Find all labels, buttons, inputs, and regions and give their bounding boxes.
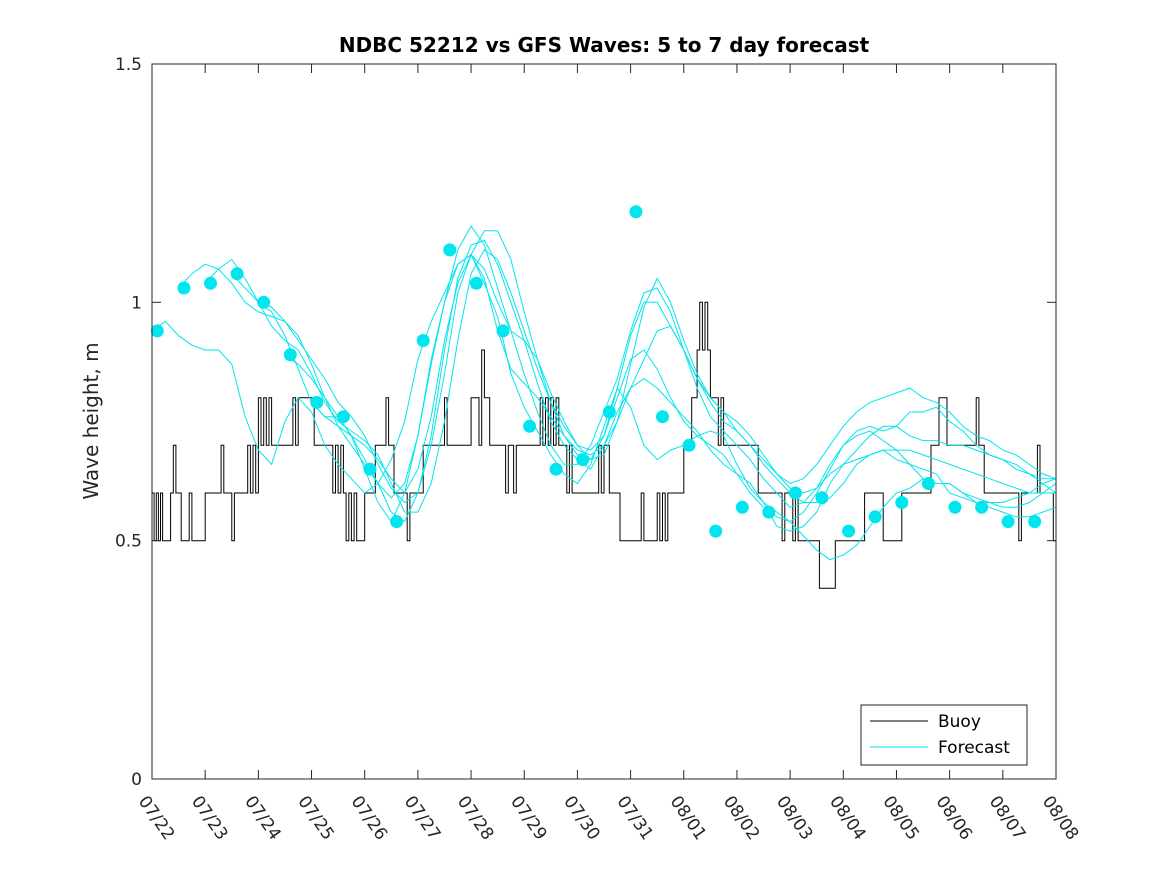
forecast-point [177,281,191,295]
axes-background [152,64,1056,779]
forecast-point [1028,515,1042,529]
forecast-point [390,515,404,529]
forecast-point [416,334,430,347]
y-tick-label: 0.5 [115,532,142,552]
y-axis-label: Wave height, m [79,342,103,499]
forecast-point [788,486,802,500]
forecast-point [310,395,324,409]
forecast-point [549,462,563,476]
forecast-series-group [151,225,1057,561]
forecast-point [975,500,989,514]
forecast-point [1001,515,1015,529]
forecast-point [204,276,217,290]
forecast-point [735,500,749,514]
forecast-line-7 [311,253,1056,503]
forecast-point [895,496,909,509]
forecast-point [842,524,856,538]
forecast-point [150,324,164,338]
forecast-point [523,419,537,433]
buoy-line [152,301,1056,589]
forecast-line-6 [284,254,1056,499]
y-tick-label: 0 [131,770,142,790]
legend-label-buoy: Buoy [938,712,981,732]
forecast-point [283,348,297,362]
y-axis-ticks: 0 0.5 1 1.5 [115,55,1056,790]
forecast-point [257,295,271,309]
forecast-line-1 [151,253,1057,561]
forecast-point [443,243,457,257]
y-tick-label: 1.5 [115,55,142,75]
axes-box [151,63,1057,780]
y-tick-label: 1 [131,293,142,313]
forecast-point [576,453,590,467]
legend: Buoy Forecast [860,704,1028,766]
buoy-series [152,301,1056,589]
forecast-point [948,500,962,514]
forecast-point [336,410,350,424]
forecast-markers [150,205,1042,538]
forecast-point [868,510,882,524]
forecast-point [682,438,696,452]
forecast-line-5 [258,230,1057,504]
forecast-point [709,524,723,538]
forecast-point [629,205,643,219]
forecast-point [363,462,377,476]
forecast-point [469,276,483,290]
forecast-point [921,477,935,490]
forecast-point [230,267,244,281]
forecast-point [815,491,829,505]
forecast-point [656,410,669,424]
chart-title: NDBC 52212 vs GFS Waves: 5 to 7 day fore… [339,33,870,57]
forecast-point [602,405,616,419]
legend-label-forecast: Forecast [938,738,1010,758]
forecast-line-4 [231,225,1057,523]
forecast-point [762,505,776,519]
legend-box [860,704,1028,766]
forecast-line-3 [204,249,1057,523]
forecast-point [496,324,510,338]
